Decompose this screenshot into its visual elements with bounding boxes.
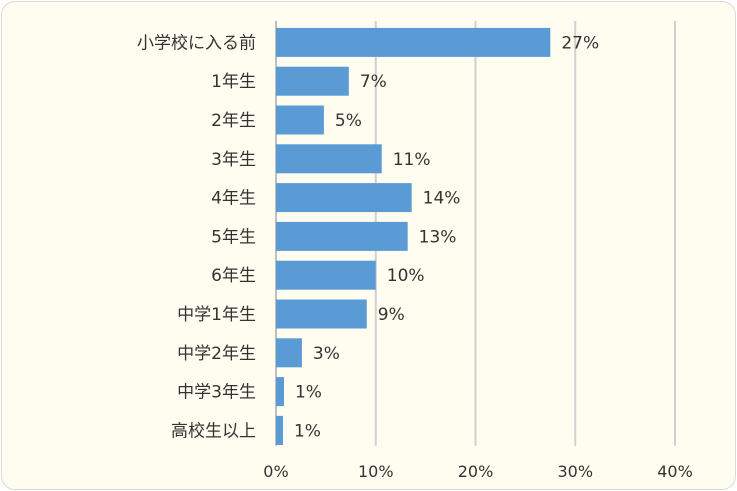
- bar: [276, 221, 408, 251]
- category-label: 小学校に入る前: [137, 33, 256, 53]
- data-label: 14%: [423, 189, 461, 209]
- category-label: 5年生: [211, 227, 256, 247]
- data-label: 27%: [561, 33, 599, 53]
- bar: [276, 66, 349, 96]
- x-tick-label: 20%: [458, 462, 494, 481]
- data-label: 9%: [378, 305, 405, 325]
- data-label: 1%: [295, 383, 322, 403]
- category-label: 6年生: [211, 266, 256, 286]
- category-label: 2年生: [211, 111, 256, 131]
- bar: [276, 377, 284, 407]
- category-label: 3年生: [211, 150, 256, 170]
- x-tick-label: 0%: [263, 462, 288, 481]
- x-tick-label: 10%: [358, 462, 394, 481]
- data-label: 7%: [360, 72, 387, 92]
- category-label: 1年生: [211, 72, 256, 92]
- x-tick-label: 40%: [657, 462, 693, 481]
- bar: [276, 27, 551, 57]
- bars: [276, 27, 551, 445]
- category-label: 4年生: [211, 189, 256, 209]
- data-label: 3%: [313, 344, 340, 364]
- x-tick-label: 30%: [557, 462, 593, 481]
- bar: [276, 299, 367, 329]
- category-label: 高校生以上: [171, 421, 256, 441]
- category-labels: 小学校に入る前 1年生 2年生 3年生 4年生 5年生 6年生中学1年生中学2年生中学3年生…: [137, 33, 256, 441]
- bar: [276, 415, 283, 445]
- bar: [276, 338, 302, 368]
- data-label: 10%: [387, 266, 425, 286]
- data-label: 1%: [294, 421, 321, 441]
- data-label: 11%: [393, 150, 431, 170]
- gridlines: [275, 21, 676, 446]
- category-label: 中学1年生: [177, 305, 256, 325]
- data-label: 13%: [419, 227, 457, 247]
- bar: [276, 105, 324, 135]
- x-axis-ticks: 0% 10% 20% 30% 40%: [263, 462, 692, 481]
- category-label: 中学2年生: [177, 344, 256, 364]
- category-label: 中学3年生: [177, 383, 256, 403]
- data-label: 5%: [335, 111, 362, 131]
- bar: [276, 260, 376, 290]
- bar: [276, 144, 382, 174]
- data-labels: 27% 7% 5% 11% 14% 13% 10% 9% 3% 1% 1%: [294, 33, 599, 441]
- bar: [276, 183, 412, 213]
